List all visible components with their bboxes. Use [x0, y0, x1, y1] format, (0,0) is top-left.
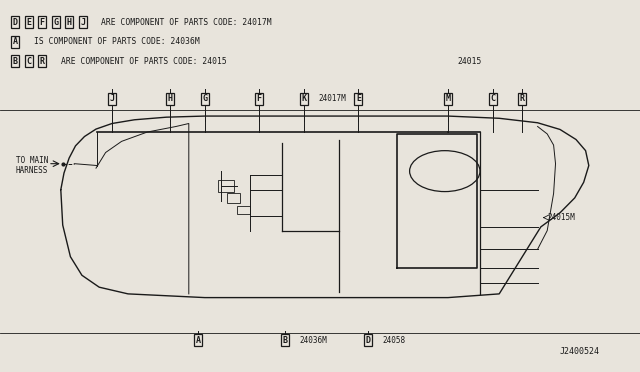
- Text: 24015M: 24015M: [547, 213, 575, 222]
- Text: J2400524: J2400524: [560, 347, 600, 356]
- Text: A: A: [196, 336, 201, 345]
- Text: M: M: [445, 94, 451, 103]
- Text: F: F: [257, 94, 262, 103]
- Text: E: E: [356, 94, 361, 103]
- Text: ARE COMPONENT OF PARTS CODE: 24017M: ARE COMPONENT OF PARTS CODE: 24017M: [101, 18, 272, 27]
- Text: TO MAIN
HARNESS: TO MAIN HARNESS: [16, 156, 49, 175]
- Text: H: H: [167, 94, 172, 103]
- Text: E: E: [26, 18, 31, 27]
- Text: K: K: [301, 94, 307, 103]
- Text: D: D: [365, 336, 371, 345]
- Text: 24015: 24015: [458, 57, 482, 65]
- Text: C: C: [26, 57, 31, 65]
- Text: A: A: [13, 37, 18, 46]
- Text: ARE COMPONENT OF PARTS CODE: 24015: ARE COMPONENT OF PARTS CODE: 24015: [61, 57, 227, 65]
- Text: G: G: [202, 94, 207, 103]
- Text: IS COMPONENT OF PARTS CODE: 24036M: IS COMPONENT OF PARTS CODE: 24036M: [34, 37, 200, 46]
- Text: H: H: [67, 18, 72, 27]
- Text: G: G: [53, 18, 58, 27]
- Text: B: B: [282, 336, 287, 345]
- Text: B: B: [13, 57, 18, 65]
- Text: F: F: [40, 18, 45, 27]
- Text: 24017M: 24017M: [318, 94, 346, 103]
- Text: D: D: [13, 18, 18, 27]
- Text: J: J: [109, 94, 115, 103]
- Text: R: R: [519, 94, 524, 103]
- Text: J: J: [80, 18, 85, 27]
- Text: R: R: [40, 57, 45, 65]
- Text: C: C: [490, 94, 495, 103]
- Text: 24058: 24058: [383, 336, 406, 345]
- Text: 24036M: 24036M: [300, 336, 327, 345]
